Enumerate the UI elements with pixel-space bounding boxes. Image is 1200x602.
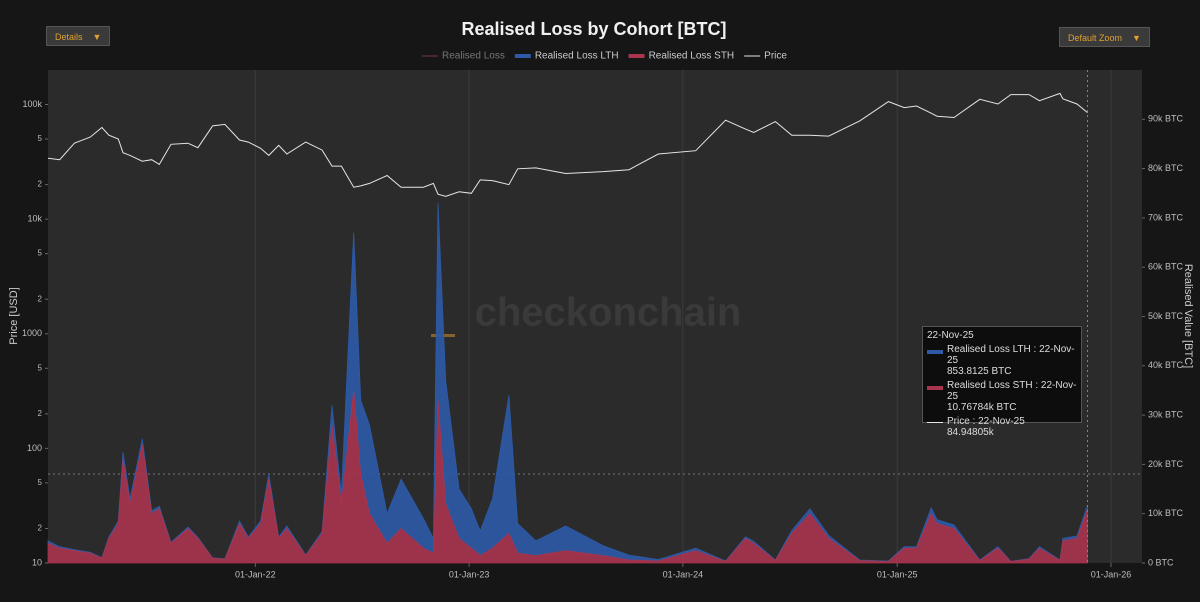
y2-tick-label: 10k BTC [1148, 508, 1184, 518]
tooltip-value: 84.94805k [947, 427, 994, 438]
y2-tick-label: 60k BTC [1148, 262, 1184, 272]
y-tick-label: 2 [38, 524, 43, 533]
tooltip-text: Price : 22-Nov-25 84.94805k [947, 416, 1025, 438]
price-line [47, 92, 1088, 197]
y2-tick-label: 70k BTC [1148, 212, 1184, 222]
y-axis-title: Price [USD] [8, 287, 20, 344]
y2-tick-label: 30k BTC [1148, 409, 1184, 419]
y-tick-label: 5 [38, 134, 43, 143]
tooltip-text: Realised Loss LTH : 22-Nov-25 853.8125 BT… [947, 344, 1077, 377]
tooltip-label: Realised Loss STH : 22-Nov-25 [947, 380, 1077, 402]
y-tick-label: 5 [38, 363, 43, 372]
tooltip-rows: Realised Loss LTH : 22-Nov-25 853.8125 BT… [927, 344, 1077, 438]
x-tick-label: 01-Jan-24 [663, 569, 704, 579]
y-tick-label: 2 [38, 409, 43, 418]
y-tick-label: 2 [38, 294, 43, 303]
y2-tick-label: 40k BTC [1148, 360, 1184, 370]
y2-axis-title: Realised Value [BTC] [1182, 264, 1194, 368]
tooltip-label: Price : 22-Nov-25 [947, 416, 1025, 427]
tooltip-swatch [927, 386, 943, 390]
tooltip-value: 853.8125 BTC [947, 366, 1012, 377]
tooltip: 22-Nov-25 Realised Loss LTH : 22-Nov-25 8… [922, 326, 1082, 438]
tooltip-text: Realised Loss STH : 22-Nov-25 10.76784k B… [947, 380, 1077, 413]
plot-area [48, 70, 1142, 563]
legend-label: Realised Loss STH [649, 51, 735, 62]
x-tick-label: 01-Jan-26 [1091, 569, 1132, 579]
y2-tick-label: 0 BTC [1148, 557, 1174, 567]
area [47, 390, 1088, 564]
x-tick-label: 01-Jan-23 [449, 569, 490, 579]
x-tick-label: 01-Jan-25 [877, 569, 918, 579]
y-tick-label: 10 [32, 557, 42, 567]
y-tick-label: 10k [27, 214, 42, 224]
x-tick-label: 01-Jan-22 [235, 569, 276, 579]
tooltip-row: Realised Loss STH : 22-Nov-25 10.76784k B… [927, 380, 1077, 413]
y-tick-label: 100 [27, 443, 42, 453]
y-tick-label: 5 [38, 249, 43, 258]
y2-tick-label: 80k BTC [1148, 163, 1184, 173]
legend-label: Price [764, 51, 787, 62]
chart-title: Realised Loss by Cohort [BTC] [461, 19, 726, 39]
zoom-button[interactable]: Default Zoom ▼ [1059, 27, 1150, 47]
dropdown-arrow: ▼ [1132, 33, 1141, 43]
y2-tick-label: 50k BTC [1148, 311, 1184, 321]
details-button[interactable]: Details ▼ [46, 26, 111, 46]
y-tick-label: 100k [22, 99, 42, 109]
legend-label: Realised Loss [442, 51, 505, 62]
tooltip-swatch [927, 422, 943, 423]
tooltip-swatch [927, 350, 943, 354]
y-tick-label: 2 [38, 180, 43, 189]
y-tick-label: 1000 [22, 328, 42, 338]
y2-tick-label: 90k BTC [1148, 114, 1184, 124]
y2-tick-label: 20k BTC [1148, 459, 1184, 469]
zoom-label: Default Zoom [1068, 33, 1123, 43]
watermark: checkonchain [475, 291, 742, 335]
y-tick-label: 5 [38, 478, 43, 487]
tooltip-row: Realised Loss LTH : 22-Nov-25 853.8125 BT… [927, 344, 1077, 377]
details-label: Details [55, 32, 83, 42]
tooltip-row: Price : 22-Nov-25 84.94805k [927, 416, 1077, 438]
tooltip-value: 10.76784k BTC [947, 402, 1017, 413]
tooltip-title: 22-Nov-25 [927, 330, 974, 341]
tooltip-label: Realised Loss LTH : 22-Nov-25 [947, 344, 1075, 366]
legend-label: Realised Loss LTH [535, 51, 619, 62]
dropdown-arrow: ▼ [92, 32, 102, 42]
